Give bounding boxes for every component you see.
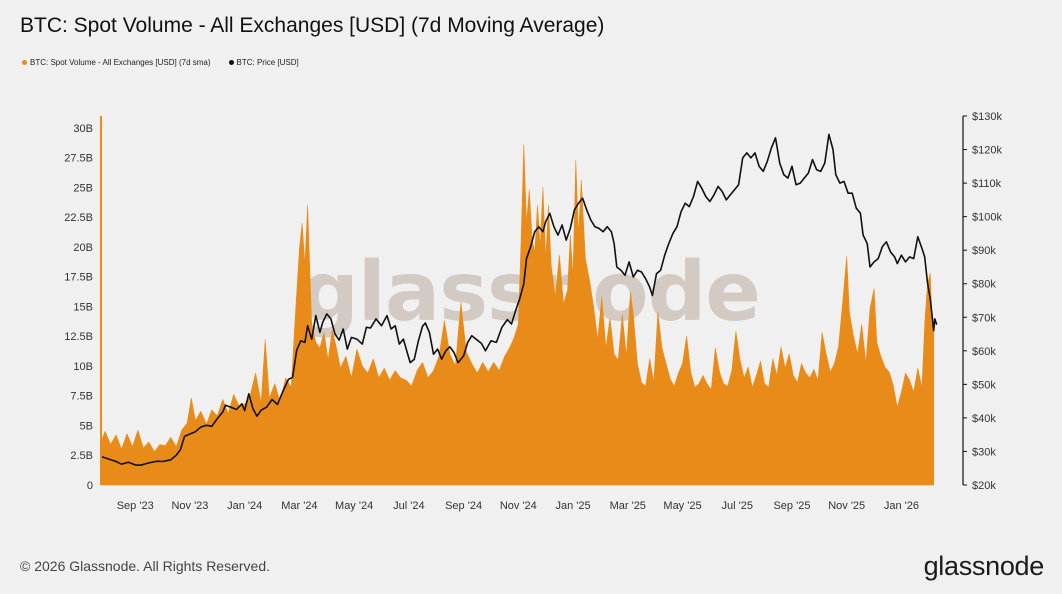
y-left-tick-label: 17.5B <box>64 272 93 284</box>
y-left-tick-label: 15B <box>73 301 93 313</box>
y-left-tick-label: 2.5B <box>70 450 93 462</box>
y-left-tick-label: 12.5B <box>64 331 93 343</box>
y-left-tick-label: 30B <box>73 123 93 135</box>
y-left-tick-label: 22.5B <box>64 212 93 224</box>
x-tick-label: Nov '25 <box>828 500 865 512</box>
y-right-tick-label: $130k <box>972 111 1002 123</box>
legend-swatch-volume <box>22 60 27 65</box>
x-tick-label: Mar '24 <box>281 500 317 512</box>
y-left-tick-label: 10B <box>73 361 93 373</box>
y-right-tick-label: $100k <box>972 212 1002 224</box>
legend-item-price[interactable]: BTC: Price [USD] <box>228 58 299 67</box>
copyright-footer: © 2026 Glassnode. All Rights Reserved. <box>20 558 271 574</box>
glassnode-logo: glassnode <box>923 551 1045 581</box>
y-right-tick-label: $50k <box>972 379 996 391</box>
chart-title: BTC: Spot Volume - All Exchanges [USD] (… <box>20 14 605 37</box>
y-left-tick-label: 7.5B <box>70 391 93 403</box>
legend-label-price: BTC: Price [USD] <box>236 58 299 67</box>
y-right-tick-label: $120k <box>972 145 1002 157</box>
y-left-tick-label: 25B <box>73 182 93 194</box>
legend-swatch-price <box>228 60 234 65</box>
y-right-tick-label: $70k <box>972 312 996 324</box>
x-tick-label: Jan '26 <box>884 500 919 512</box>
x-tick-label: Sep '23 <box>117 500 154 512</box>
x-tick-label: Mar '25 <box>610 500 646 512</box>
x-tick-label: Jan '24 <box>227 500 262 512</box>
y-right-tick-label: $110k <box>972 178 1002 190</box>
y-right-tick-label: $30k <box>972 446 996 458</box>
legend: BTC: Spot Volume - All Exchanges [USD] (… <box>22 58 299 67</box>
x-tick-label: Sep '24 <box>445 500 482 512</box>
legend-label-volume: BTC: Spot Volume - All Exchanges [USD] (… <box>30 58 211 67</box>
y-left-tick-label: 5B <box>80 420 93 432</box>
y-left-tick-label: 20B <box>73 242 93 254</box>
y-right-tick-label: $80k <box>972 279 996 291</box>
y-right-tick-label: $90k <box>972 245 996 257</box>
legend-item-volume[interactable]: BTC: Spot Volume - All Exchanges [USD] (… <box>22 58 211 67</box>
x-tick-label: Jul '24 <box>393 500 424 512</box>
x-tick-label: Jan '25 <box>555 500 590 512</box>
y-left-tick-label: 0 <box>87 480 93 492</box>
y-right-tick-label: $60k <box>972 346 996 358</box>
y-left-tick-label: 27.5B <box>64 153 93 165</box>
series-price-line <box>100 133 938 466</box>
y-right-tick-label: $40k <box>972 413 996 425</box>
x-tick-label: Nov '24 <box>500 500 537 512</box>
series-volume-area <box>100 144 934 486</box>
y-right-tick-label: $20k <box>972 480 996 492</box>
x-tick-label: May '24 <box>335 500 373 512</box>
x-tick-label: Sep '25 <box>773 500 810 512</box>
x-tick-label: Nov '23 <box>171 500 208 512</box>
x-tick-label: May '25 <box>663 500 701 512</box>
x-tick-label: Jul '25 <box>722 500 753 512</box>
